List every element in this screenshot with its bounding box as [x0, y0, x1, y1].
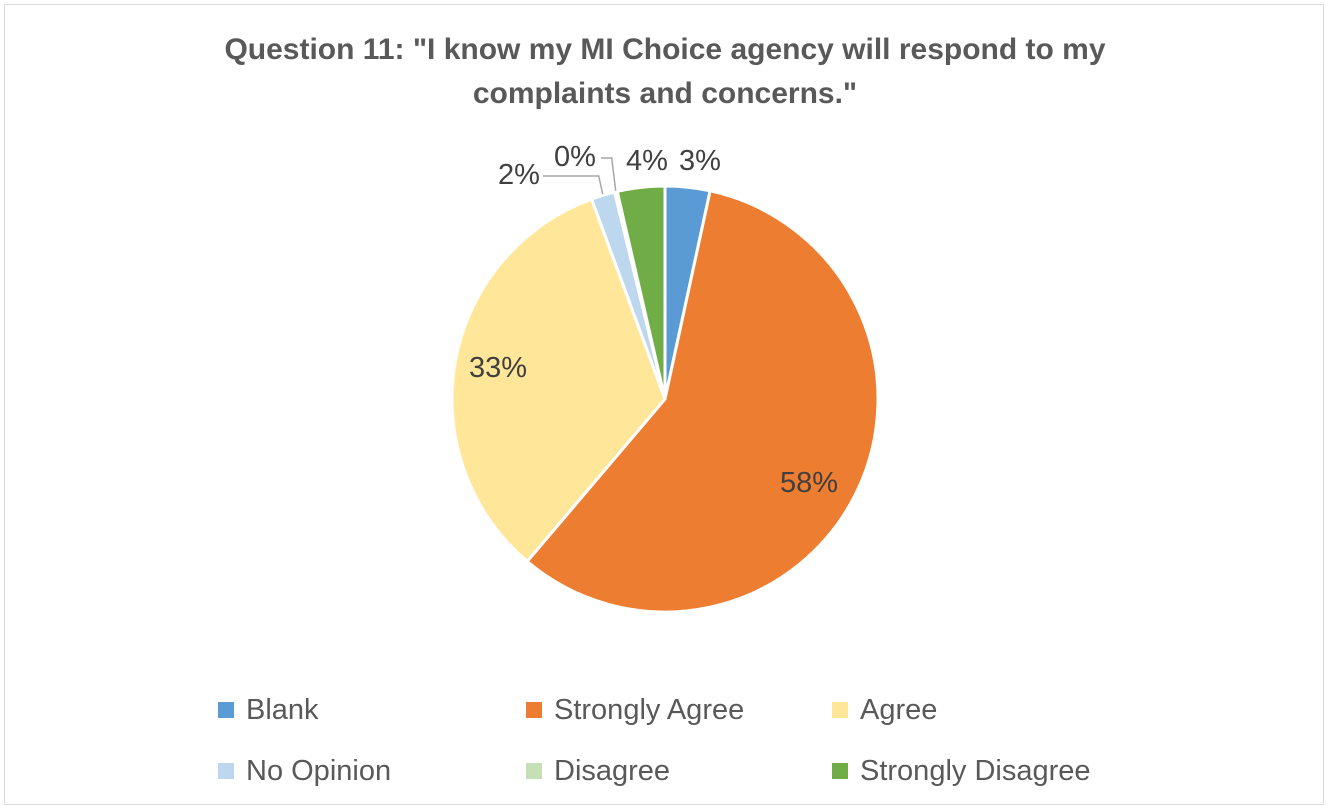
legend-swatch-no-opinion [218, 763, 234, 779]
legend-item-blank: Blank [218, 692, 319, 728]
leader-line-disagree [601, 157, 617, 191]
pie-slice-strongly-agree [525, 189, 880, 614]
data-label-no-opinion: 2% [498, 159, 540, 191]
legend-swatch-strongly-agree [526, 702, 542, 718]
legend-item-agree: Agree [832, 692, 937, 728]
legend-swatch-disagree [526, 763, 542, 779]
leader-line-no-opinion [543, 175, 604, 195]
legend-swatch-blank [218, 702, 234, 718]
legend-label-strongly-disagree: Strongly Disagree [860, 755, 1091, 787]
legend-label-blank: Blank [246, 694, 319, 726]
legend-item-strongly-disagree: Strongly Disagree [832, 753, 1091, 789]
legend-label-agree: Agree [860, 694, 938, 726]
legend-swatch-agree [832, 702, 848, 718]
legend-item-strongly-agree: Strongly Agree [526, 692, 744, 728]
chart-title-line-2: complaints and concerns." [472, 77, 858, 110]
data-label-strongly-agree: 58% [780, 467, 838, 499]
legend-label-no-opinion: No Opinion [246, 755, 392, 787]
chart-title-line-1: Question 11: "I know my MI Choice agency… [224, 33, 1106, 66]
data-label-agree: 33% [469, 352, 527, 384]
legend-label-strongly-agree: Strongly Agree [554, 694, 745, 726]
pie-slice-strongly-disagree [615, 184, 667, 400]
legend-swatch-strongly-disagree [832, 763, 848, 779]
data-label-strongly-disagree: 4% [626, 145, 668, 177]
legend-item-disagree: Disagree [526, 753, 670, 789]
chart-title: Question 11: "I know my MI Choice agency… [0, 28, 1330, 116]
data-label-blank: 3% [679, 145, 721, 177]
data-label-disagree: 0% [554, 141, 596, 173]
pie-slice-agree [450, 197, 667, 564]
legend-item-no-opinion: No Opinion [218, 753, 391, 789]
legend-label-disagree: Disagree [554, 755, 671, 787]
